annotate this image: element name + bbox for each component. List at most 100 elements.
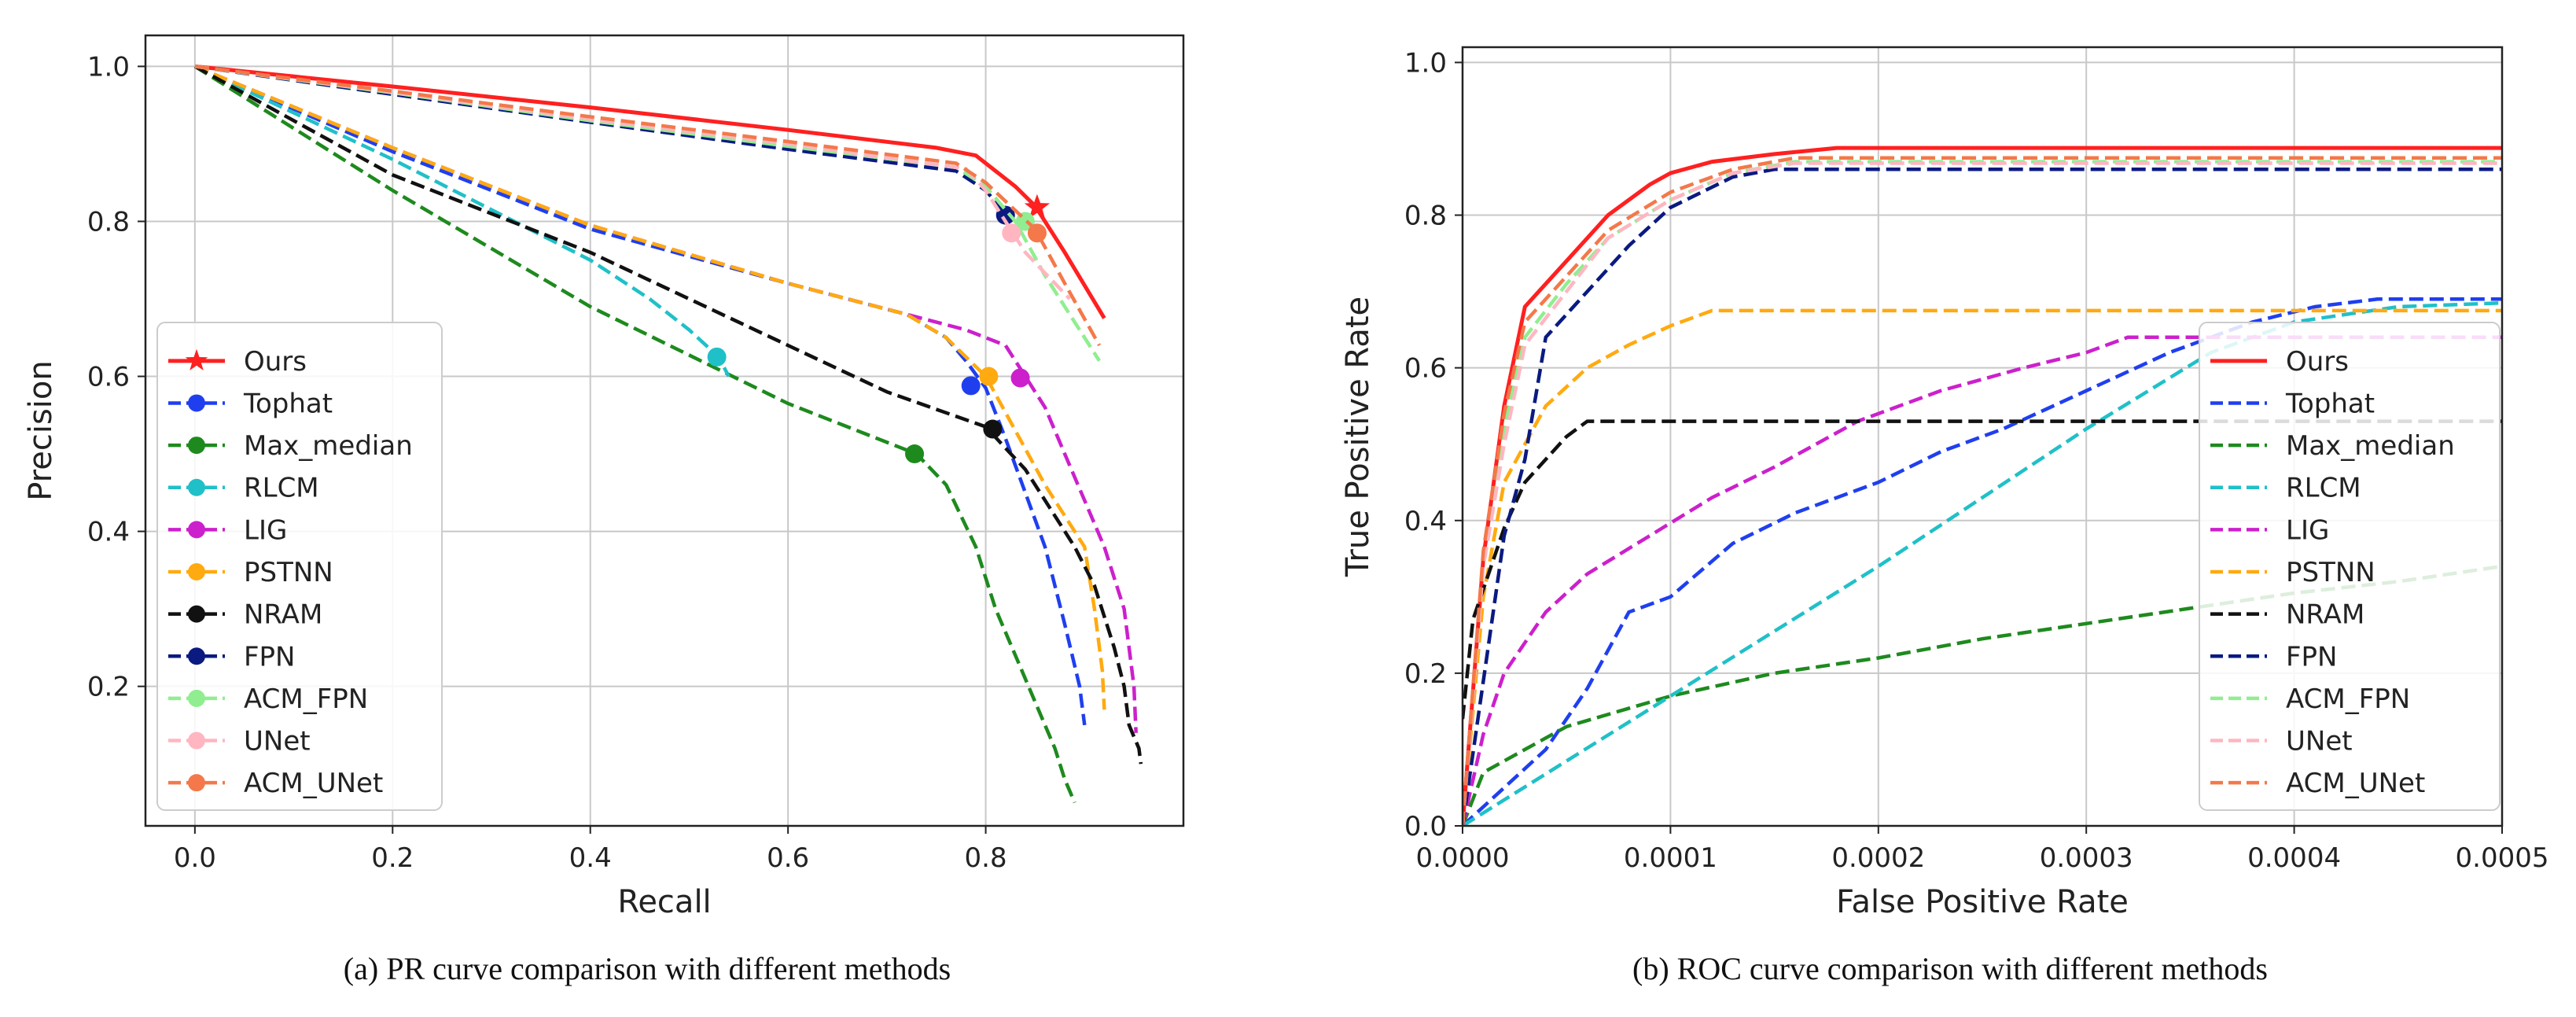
legend-item: Tophat (2210, 388, 2375, 419)
legend-marker (185, 348, 208, 370)
x-axis-label: False Positive Rate (1836, 884, 2129, 920)
y-axis-label: True Positive Rate (1340, 297, 1376, 577)
series-line-pstnn (1463, 308, 2502, 826)
y-tick-label: 0.4 (1404, 506, 1447, 537)
legend-item: ACM_FPN (2210, 684, 2410, 715)
legend-marker (188, 647, 205, 665)
legend-label: NRAM (244, 599, 322, 631)
series-line-acm-unet (1463, 156, 2502, 826)
plot-frame (144, 34, 1185, 827)
y-tick-label: 1.0 (87, 51, 130, 83)
legend: Ours Tophat Max_median RLCM LIG PSTNN NRAM FPN A… (156, 322, 443, 811)
legend-marker (188, 689, 205, 707)
y-tick-label: 0.2 (87, 672, 130, 703)
legend-label: UNet (244, 726, 311, 757)
legend-label: PSTNN (2286, 557, 2375, 588)
series-marker-tophat (961, 376, 981, 396)
x-tick-label: 0.0005 (2456, 842, 2549, 874)
legend-label: RLCM (244, 473, 319, 504)
legend-marker (188, 437, 205, 455)
pr-curve-panel: 0.0 0.2 0.4 0.6 0.8 0.2 0.4 0.6 0.8 1.0 Recall Prec… (23, 34, 1185, 986)
legend-item: NRAM (2210, 599, 2364, 631)
x-tick-label: 0.2 (371, 842, 414, 874)
legend-item: Max_median (2210, 430, 2455, 462)
series-line-max-median (193, 64, 1076, 804)
series-marker-lig (1010, 368, 1030, 388)
y-tick-label: 0.6 (87, 362, 130, 393)
x-tick-label: 0.4 (569, 842, 612, 874)
series-line-acm-unet (194, 64, 1102, 347)
legend-label: ACM_FPN (244, 684, 368, 715)
legend-item: RLCM (168, 473, 319, 504)
x-tick-label: 0.0003 (2040, 842, 2133, 874)
y-tick-label: 0.8 (1404, 201, 1447, 232)
x-tick-label: 0.0001 (1624, 842, 1717, 874)
series-line-nram (193, 64, 1143, 765)
series-marker-acm-unet (1027, 223, 1047, 243)
legend-label: Ours (2286, 346, 2349, 378)
figure-caption: (a) PR curve comparison with different m… (344, 951, 951, 986)
series-marker-nram (983, 419, 1003, 439)
series-marker-max-median (905, 444, 925, 464)
y-tick-label: 1.0 (1404, 47, 1447, 79)
legend-item: ACM_FPN (168, 684, 368, 715)
y-tick-label: 0.6 (1404, 353, 1447, 385)
legend-label: ACM_UNet (2286, 768, 2425, 799)
legend-marker (188, 774, 205, 792)
legend-item: PSTNN (168, 557, 333, 588)
legend-label: FPN (244, 641, 296, 672)
x-tick-label: 0.0002 (1831, 842, 1925, 874)
legend-label: Max_median (2286, 430, 2455, 462)
legend-item: ACM_UNet (2210, 768, 2425, 799)
y-tick-label: 0.4 (87, 517, 130, 548)
x-tick-label: 0.0004 (2247, 842, 2341, 874)
series-line-tophat (194, 64, 1087, 726)
legend-item: ACM_UNet (168, 768, 383, 799)
legend-label: UNet (2286, 726, 2353, 757)
legend-marker (188, 521, 205, 539)
legend-label: ACM_FPN (2286, 684, 2410, 715)
legend-label: ACM_UNet (244, 768, 383, 799)
series-line-lig (1463, 335, 2502, 826)
legend-item: RLCM (2210, 473, 2361, 504)
legend-label: PSTNN (244, 557, 333, 588)
legend-label: RLCM (2286, 473, 2361, 504)
legend-label: Tophat (243, 388, 333, 419)
plot-frame (1461, 46, 2504, 827)
legend-label: LIG (244, 514, 287, 546)
legend-item: UNet (2210, 726, 2353, 757)
legend-item: Max_median (168, 430, 413, 462)
legend-item: LIG (168, 514, 287, 546)
x-tick-label: 0.6 (767, 842, 809, 874)
x-axis-label: Recall (617, 884, 711, 920)
legend-label: LIG (2286, 514, 2329, 546)
legend-label: NRAM (2286, 599, 2364, 631)
legend-item: UNet (168, 726, 311, 757)
x-tick-label: 0.8 (965, 842, 1007, 874)
roc-curve-panel: 0.0000 0.0001 0.0002 0.0003 0.0004 0.0005 0.0 0… (1340, 46, 2549, 986)
legend-marker (188, 563, 205, 580)
legend-label: FPN (2286, 641, 2338, 672)
legend-item: Ours (168, 346, 307, 378)
legend-item: Tophat (168, 388, 333, 419)
series-marker-unet (1002, 223, 1021, 243)
x-tick-label: 0.0000 (1416, 842, 1510, 874)
figure-caption: (b) ROC curve comparison with different … (1632, 951, 2268, 986)
y-tick-label: 0.2 (1404, 658, 1447, 690)
series-marker-pstnn (979, 367, 999, 386)
series-line-nram (1463, 419, 2502, 720)
series-line-fpn (1463, 168, 2502, 826)
x-tick-label: 0.0 (174, 842, 216, 874)
y-tick-label: 0.8 (87, 206, 130, 238)
legend-item: PSTNN (2210, 557, 2375, 588)
y-tick-label: 0.0 (1404, 811, 1447, 842)
legend-marker (188, 478, 205, 496)
legend: Ours Tophat Max_median RLCM LIG PSTNN NRAM FPN A… (2199, 322, 2501, 811)
legend-label: Tophat (2285, 388, 2375, 419)
legend-item: FPN (2210, 641, 2338, 672)
legend-item: LIG (2210, 514, 2329, 546)
series-line-tophat (1463, 297, 2502, 826)
legend-label: Max_median (244, 430, 413, 462)
series-line-pstnn (194, 64, 1106, 710)
